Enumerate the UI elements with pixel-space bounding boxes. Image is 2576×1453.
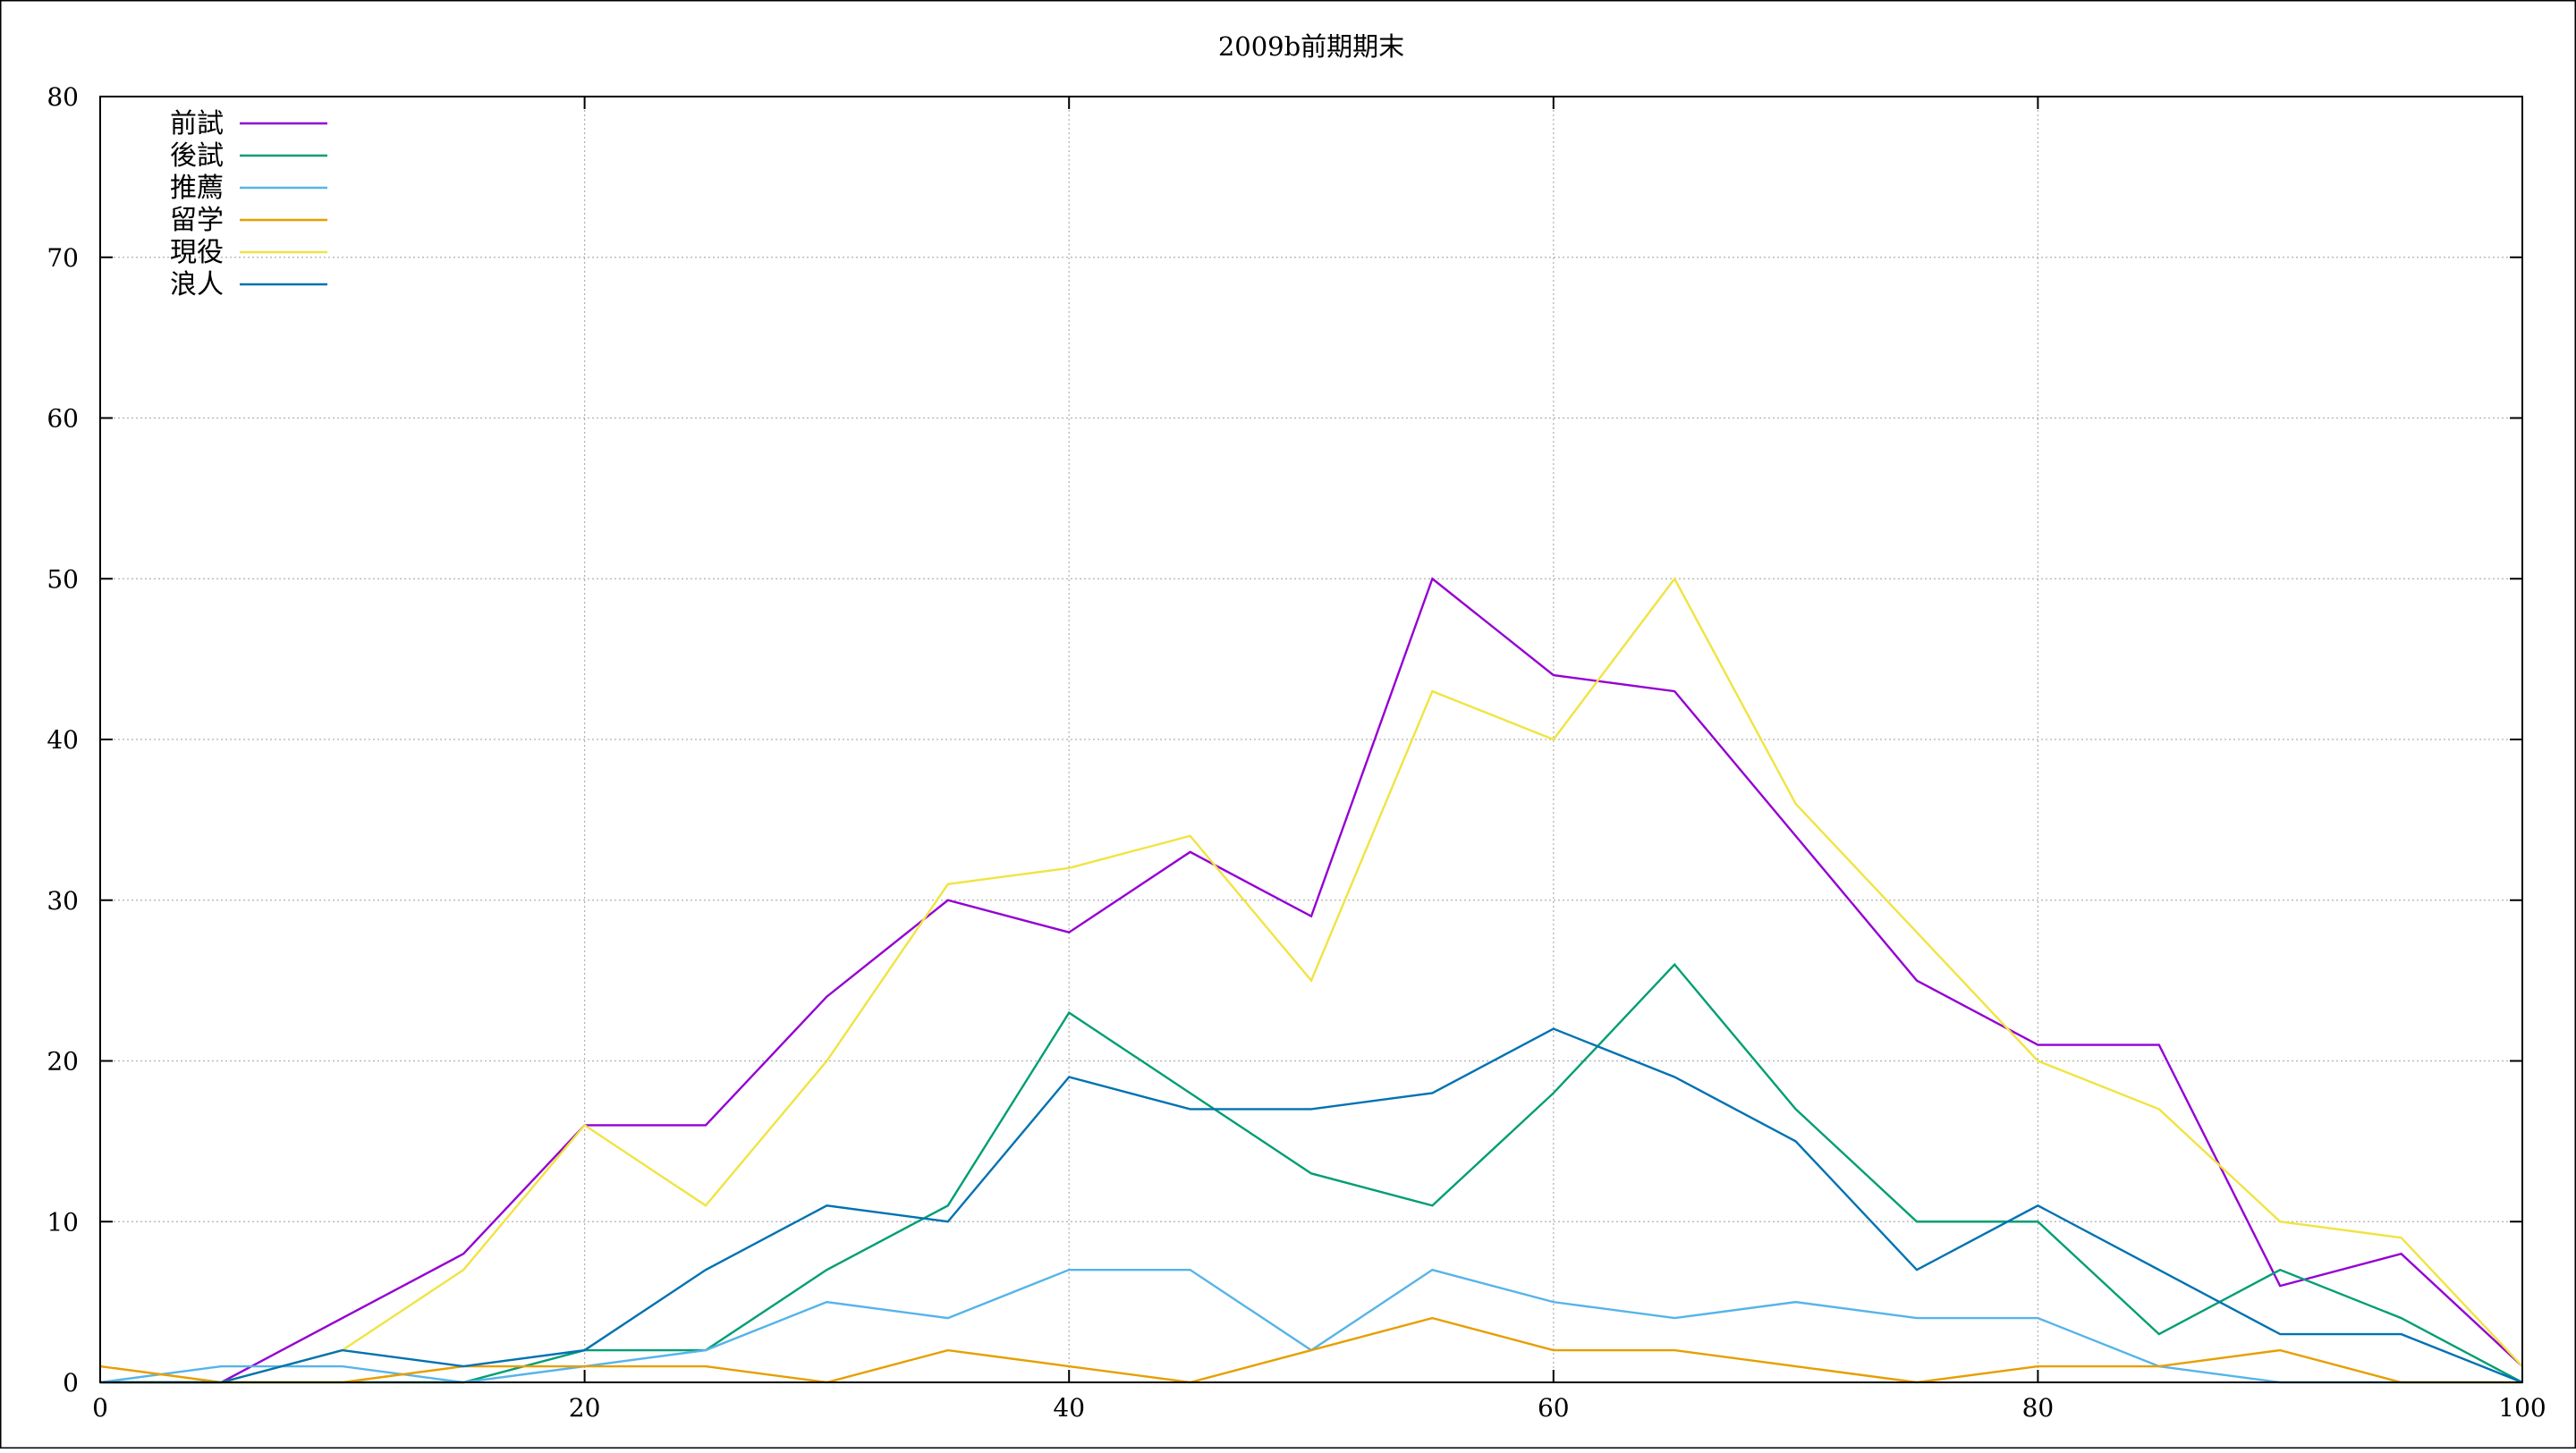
series-line-4: [100, 577, 2523, 1384]
y-tick-label: 80: [47, 82, 79, 112]
y-tick-label: 10: [47, 1207, 79, 1237]
y-tick-label: 60: [47, 404, 79, 434]
axis-ticks: 0 20 40 60 80 100 0 10 20 30 40 50 60 70 80: [47, 82, 2546, 1423]
y-tick-label: 20: [47, 1047, 79, 1077]
legend-label: 浪人: [170, 269, 224, 300]
x-tick-label: 0: [92, 1393, 108, 1423]
series-line-0: [100, 577, 2523, 1384]
legend-label: 前試: [170, 108, 224, 139]
legend-label: 後試: [170, 140, 224, 172]
legend-label: 現役: [170, 237, 224, 268]
legend-label: 推薦: [170, 173, 224, 204]
legend-label: 留学: [170, 205, 224, 236]
x-tick-label: 80: [2022, 1393, 2055, 1423]
x-tick-label: 100: [2498, 1393, 2546, 1423]
series-line-1: [100, 962, 2523, 1384]
series-lines: [99, 577, 2523, 1384]
y-tick-label: 30: [47, 886, 79, 916]
y-tick-label: 70: [47, 243, 79, 273]
grid: [100, 97, 2522, 1382]
y-tick-label: 0: [63, 1368, 79, 1398]
y-tick-label: 40: [47, 725, 79, 755]
series-line-3: [99, 1316, 2522, 1384]
x-tick-label: 20: [569, 1393, 601, 1423]
x-tick-label: 40: [1053, 1393, 1085, 1423]
y-tick-label: 50: [47, 564, 79, 594]
chart-title: 2009b前期期末: [1218, 31, 1404, 62]
x-tick-label: 60: [1538, 1393, 1570, 1423]
series-line-5: [100, 1027, 2523, 1384]
